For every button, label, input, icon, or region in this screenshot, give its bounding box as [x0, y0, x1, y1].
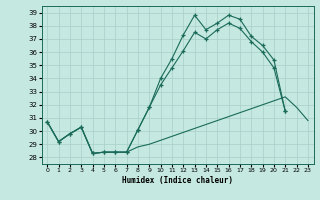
X-axis label: Humidex (Indice chaleur): Humidex (Indice chaleur) — [122, 176, 233, 185]
